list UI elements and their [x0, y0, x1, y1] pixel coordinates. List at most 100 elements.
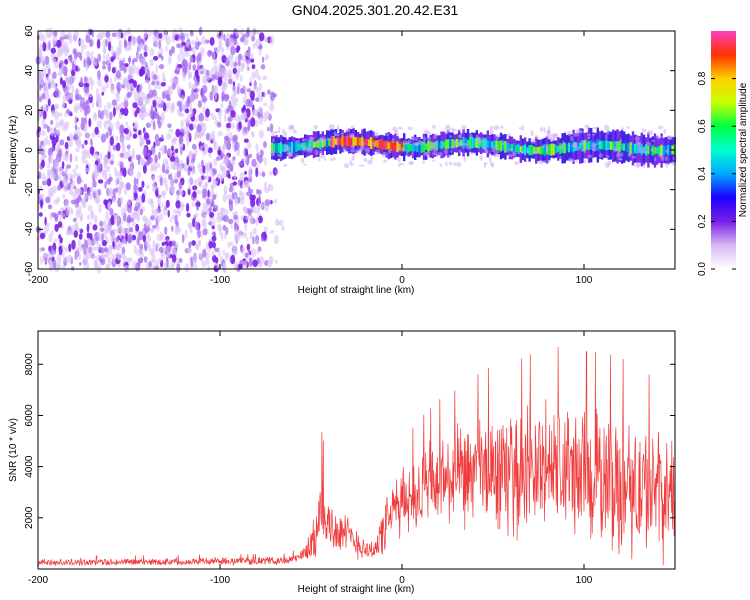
spectrogram-cell: [627, 143, 630, 153]
spectrogram-cell: [224, 140, 231, 151]
spectrogram-cell: [323, 158, 327, 161]
spectrogram-cell: [132, 102, 138, 109]
spectrogram-cell: [142, 215, 147, 222]
spectrogram-cell: [161, 134, 164, 140]
spectrogram-cell: [89, 39, 93, 48]
spectrogram-cell: [319, 151, 323, 155]
spectrogram-cell: [126, 199, 132, 205]
spectrogram-cell: [78, 39, 85, 46]
spectrogram-cell: [665, 162, 669, 168]
spectrogram-cell: [174, 214, 178, 225]
spectrogram-cell: [434, 133, 438, 136]
spectrogram-cell: [389, 140, 393, 152]
spectrogram-cell: [204, 144, 209, 154]
spectrogram-cell: [232, 67, 237, 75]
spectrogram-cell: [199, 145, 203, 152]
spectrogram-cell: [98, 203, 102, 214]
spectrogram-cell: [583, 140, 586, 152]
spectrogram-cell: [224, 252, 230, 258]
spectrogram-cell: [208, 73, 212, 80]
spectrogram-cell: [180, 190, 184, 196]
spectrogram-cell: [51, 79, 55, 87]
spectrogram-cell: [228, 186, 233, 193]
spectrogram-cell: [430, 141, 436, 146]
spectrogram-cell: [182, 72, 186, 82]
spectrogram-cell: [312, 141, 316, 148]
spectrogram-cell: [69, 153, 73, 163]
spectrogram-cell: [653, 147, 657, 154]
spectrogram-cell: [570, 142, 573, 152]
spectrogram-cell: [54, 223, 59, 232]
spectrogram-cell: [422, 160, 425, 164]
spectrogram-cell: [205, 241, 209, 251]
spectrogram-cell: [343, 136, 346, 147]
spectrogram-cell: [238, 82, 241, 88]
spectrogram-cell: [230, 110, 236, 118]
spectrogram-cell: [192, 123, 197, 130]
spectrogram-cell: [261, 171, 266, 177]
spectrogram-cell: [209, 132, 213, 141]
spectrogram-cell: [315, 149, 319, 156]
spectrogram-cell: [245, 191, 252, 196]
spectrogram-cell: [226, 122, 232, 129]
spectrogram-cell: [249, 231, 253, 240]
spectrogram-cell: [211, 231, 216, 236]
spectrogram-cell: [42, 254, 49, 264]
spectrogram-cell: [332, 136, 335, 148]
spectrogram-cell: [175, 200, 181, 209]
spectrogram-cell: [273, 198, 278, 204]
spectrogram-cell: [620, 143, 624, 151]
spectrogram-cell: [136, 35, 142, 45]
spectrogram-cell: [209, 211, 215, 218]
spectrogram-cell: [300, 157, 305, 164]
spectrogram-cell: [111, 99, 117, 107]
spectrogram-cell: [603, 140, 606, 151]
spectrogram-cell: [64, 141, 69, 150]
spectrogram-cell: [145, 241, 150, 247]
spectrogram-cell: [591, 142, 597, 148]
spectrogram-cell: [660, 144, 663, 157]
spectrogram-cell: [344, 163, 350, 169]
spectrogram-cell: [170, 105, 174, 114]
spectrogram-cell: [545, 143, 549, 148]
spectrogram-cell: [158, 246, 164, 253]
spectrogram-cell: [213, 158, 218, 167]
spectrogram-cell: [161, 242, 165, 247]
spectrogram-cell: [136, 248, 140, 257]
spectrogram-cell: [259, 149, 264, 158]
spectrogram-cell: [61, 265, 66, 270]
spectrogram-cell: [115, 142, 121, 152]
spectrogram-cell: [36, 113, 41, 122]
spectrogram-cell: [176, 170, 181, 178]
spectrogram-cell: [640, 147, 646, 150]
spectrogram-cell: [109, 208, 114, 216]
spectrogram-cell: [491, 141, 494, 148]
spectrogram-cell: [249, 77, 252, 84]
spectrogram-cell: [101, 85, 107, 93]
spectrogram-cell: [139, 83, 143, 94]
spectrogram-cell: [444, 154, 451, 158]
spectrogram-cell: [216, 31, 220, 39]
spectrogram-cell: [192, 153, 196, 161]
spectrogram-cell: [74, 155, 79, 162]
spectrogram-cell: [315, 141, 320, 144]
spectrogram-cell: [232, 134, 238, 143]
spectrogram-cell: [87, 93, 93, 98]
spectrogram-cell: [163, 246, 168, 252]
spectrogram-cell: [216, 156, 221, 161]
spectrogram-cell: [63, 256, 69, 262]
spectrogram-cell: [50, 127, 54, 136]
spectrogram-cell: [75, 198, 80, 204]
spectrogram-cell: [547, 159, 550, 164]
spectrogram-cell: [81, 117, 85, 122]
spectrogram-cell: [59, 60, 64, 66]
spectrogram-y-tick-label: 20: [24, 104, 35, 116]
spectrogram-cell: [121, 238, 126, 246]
spectrogram-cell: [242, 110, 248, 121]
spectrogram-cell: [251, 71, 256, 80]
spectrogram-cell: [228, 131, 233, 138]
spectrogram-cell: [145, 228, 149, 233]
spectrogram-cell: [394, 141, 397, 152]
spectrogram-cell: [647, 146, 650, 155]
spectrogram-cell: [77, 227, 81, 232]
